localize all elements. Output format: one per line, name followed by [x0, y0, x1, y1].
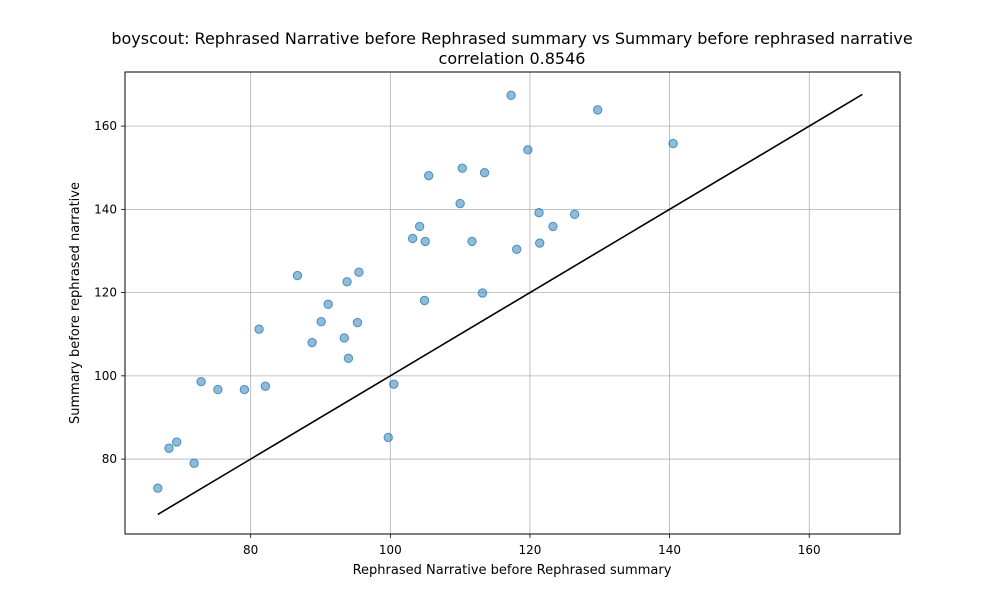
scatter-point	[389, 379, 399, 389]
scatter-point	[506, 90, 516, 101]
x-tick-label: 100	[379, 543, 402, 557]
scatter-point	[323, 299, 333, 309]
y-tick-label: 140	[94, 202, 117, 216]
scatter-point	[414, 221, 425, 232]
scatter-point	[455, 198, 465, 209]
scatter-point	[535, 238, 545, 248]
scatter-point	[239, 384, 250, 395]
y-tick-label: 100	[94, 369, 117, 383]
scatter-point	[316, 317, 326, 327]
scatter-points	[153, 90, 678, 493]
scatter-point	[343, 353, 354, 364]
chart-title: boyscout: Rephrased Narrative before Rep…	[111, 29, 912, 48]
scatter-point	[420, 236, 430, 247]
scatter-point	[548, 221, 558, 232]
x-tick-label: 80	[243, 543, 258, 557]
plot-frame	[124, 71, 901, 535]
scatter-point	[569, 209, 580, 220]
scatter-point	[189, 458, 199, 468]
scatter-point	[467, 236, 477, 247]
scatter-point	[196, 376, 206, 387]
scatter-point	[424, 170, 434, 181]
scatter-point	[523, 145, 533, 155]
chart-subtitle: correlation 0.8546	[439, 49, 586, 68]
scatter-point	[419, 295, 430, 306]
scatter-point	[342, 277, 352, 287]
scatter-point	[292, 270, 303, 281]
x-tick-label: 160	[798, 543, 821, 557]
scatter-point	[354, 267, 364, 277]
scatter-point	[479, 168, 490, 178]
scatter-point	[534, 207, 544, 218]
scatter-point	[213, 384, 223, 395]
y-tick-label: 120	[94, 286, 117, 300]
scatter-point	[383, 432, 393, 443]
x-axis-ticks: 80 100 120 140 160	[243, 534, 821, 557]
y-tick-label: 80	[102, 452, 117, 466]
x-tick-label: 120	[519, 543, 542, 557]
scatter-point	[352, 317, 363, 328]
reference-line	[157, 93, 863, 516]
scatter-point	[260, 381, 271, 391]
scatter-point	[339, 333, 349, 343]
x-tick-label: 140	[658, 543, 681, 557]
scatter-point	[457, 163, 467, 173]
scatter-point	[668, 138, 678, 149]
scatter-point	[171, 437, 182, 447]
scatter-point	[511, 244, 522, 255]
scatter-point	[164, 443, 174, 453]
y-axis-label: Summary before rephrased narrative	[68, 182, 83, 424]
scatter-point	[307, 337, 317, 348]
scatter-point	[254, 324, 264, 334]
scatter-point	[477, 288, 488, 298]
scatter-point	[153, 483, 163, 493]
y-tick-label: 160	[94, 119, 117, 133]
y-axis-ticks: 80 100 120 140 160	[94, 119, 125, 466]
scatter-point	[592, 105, 603, 115]
scatter-point	[407, 233, 418, 244]
reference-line-layer	[157, 93, 863, 516]
x-axis-label: Rephrased Narrative before Rephrased sum…	[353, 563, 672, 578]
